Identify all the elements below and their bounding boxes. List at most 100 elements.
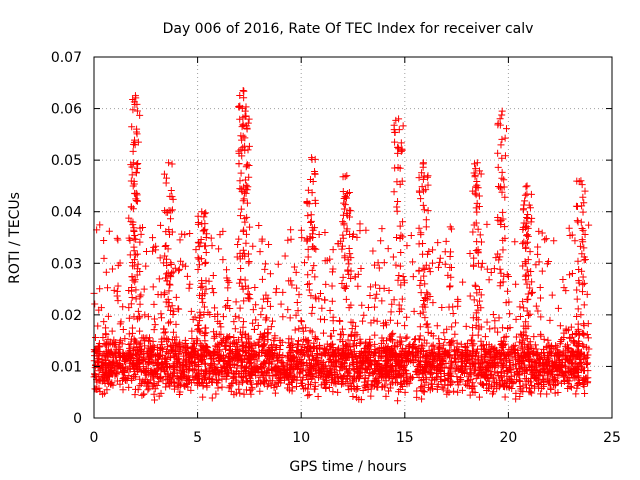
data-point	[453, 343, 461, 351]
data-point	[228, 379, 236, 387]
data-point	[169, 328, 177, 336]
data-point	[506, 310, 514, 318]
data-point	[569, 366, 577, 374]
data-point	[482, 371, 490, 379]
data-point	[257, 311, 265, 319]
data-point	[559, 275, 567, 283]
data-point	[420, 206, 428, 214]
data-point	[478, 380, 486, 388]
data-point	[242, 386, 250, 394]
data-point	[201, 220, 209, 228]
data-point	[200, 303, 208, 311]
data-point	[574, 380, 582, 388]
data-point	[237, 374, 245, 382]
data-point	[416, 281, 424, 289]
data-point	[573, 384, 581, 392]
data-point	[258, 275, 266, 283]
data-point	[268, 377, 276, 385]
data-point	[544, 351, 552, 359]
data-point	[307, 361, 315, 369]
data-point	[253, 357, 261, 365]
data-point	[149, 358, 157, 366]
data-point	[375, 264, 383, 272]
data-point	[497, 374, 505, 382]
data-point	[371, 340, 379, 348]
data-point	[322, 384, 330, 392]
data-point	[504, 324, 512, 332]
data-point	[165, 299, 173, 307]
data-point	[187, 386, 195, 394]
data-point	[299, 376, 307, 384]
data-point	[420, 381, 428, 389]
peak-point	[577, 177, 585, 185]
data-point	[338, 378, 346, 386]
data-point	[487, 268, 495, 276]
data-point	[214, 357, 222, 365]
data-point	[393, 203, 401, 211]
data-point	[361, 374, 369, 382]
data-point	[207, 352, 215, 360]
data-point	[279, 313, 287, 321]
data-point	[522, 365, 530, 373]
data-point	[151, 396, 159, 404]
data-point	[345, 244, 353, 252]
data-point	[538, 267, 546, 275]
data-point	[384, 245, 392, 253]
data-point	[373, 290, 381, 298]
data-point	[338, 245, 346, 253]
data-point	[566, 334, 574, 342]
data-point	[573, 295, 581, 303]
data-point	[137, 230, 145, 238]
data-point	[104, 312, 112, 320]
data-point	[175, 267, 183, 275]
data-point	[409, 359, 417, 367]
data-point	[284, 384, 292, 392]
data-point	[165, 319, 173, 327]
data-point	[281, 370, 289, 378]
data-point	[255, 222, 263, 230]
data-point	[230, 391, 238, 399]
data-point	[194, 265, 202, 273]
data-point	[256, 387, 264, 395]
data-point	[474, 331, 482, 339]
data-point	[230, 372, 238, 380]
data-point	[209, 271, 217, 279]
data-point	[432, 369, 440, 377]
data-point	[141, 342, 149, 350]
data-point	[489, 388, 497, 396]
data-point	[572, 390, 580, 398]
data-point	[435, 352, 443, 360]
data-point	[565, 224, 573, 232]
data-point	[389, 253, 397, 261]
data-point	[214, 340, 222, 348]
data-point	[525, 357, 533, 365]
data-point	[236, 212, 244, 220]
data-point	[543, 260, 551, 268]
data-point	[500, 176, 508, 184]
data-point	[324, 352, 332, 360]
data-point	[530, 348, 538, 356]
peak-point	[523, 182, 531, 190]
data-point	[279, 288, 287, 296]
data-point	[442, 359, 450, 367]
data-point	[153, 361, 161, 369]
data-point	[330, 327, 338, 335]
data-point	[447, 377, 455, 385]
data-point	[345, 260, 353, 268]
data-point	[310, 244, 318, 252]
data-point	[157, 389, 165, 397]
data-point	[470, 254, 478, 262]
data-point	[349, 319, 357, 327]
data-point	[445, 303, 453, 311]
data-point	[326, 306, 334, 314]
data-point	[102, 330, 110, 338]
data-point	[235, 314, 243, 322]
data-point	[543, 362, 551, 370]
data-point	[521, 375, 529, 383]
data-point	[176, 236, 184, 244]
data-point	[462, 362, 470, 370]
data-point	[339, 218, 347, 226]
data-point	[304, 271, 312, 279]
data-point	[472, 204, 480, 212]
